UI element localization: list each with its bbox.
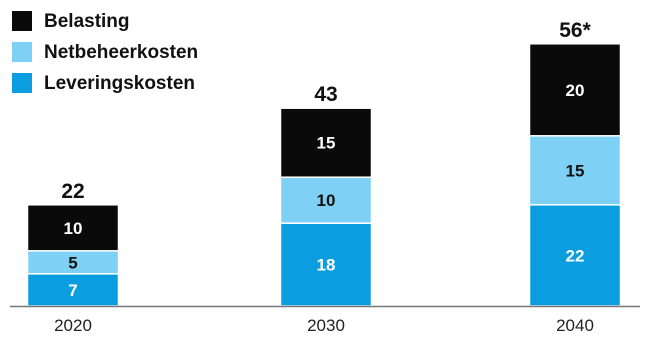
bar-segment-leveringskosten-2020 [26,273,120,307]
bar-segment-netbeheerkosten-2040 [528,135,622,206]
bar-total-label: 22 [61,180,84,203]
legend-swatch [12,11,32,31]
segment-value-label: 20 [566,81,585,100]
legend-label: Belasting [44,11,130,32]
bar-total-label: 43 [314,83,337,106]
x-tick-label: 2030 [307,316,345,335]
legend: Belasting Netbeheerkosten Leveringskosten [12,11,198,94]
x-tick-label: 2020 [54,316,92,335]
segment-value-label: 7 [68,281,77,300]
legend-swatch [12,73,32,93]
bar-segment-belasting-2020 [26,204,120,252]
segment-value-label: 22 [566,246,585,265]
segment-value-label: 18 [317,256,336,275]
legend-label: Netbeheerkosten [44,42,198,63]
bar-segment-leveringskosten-2030 [279,222,373,307]
segment-value-label: 10 [317,191,336,210]
x-axis-tick-labels: 2020 2030 2040 [54,316,594,335]
x-tick-label: 2040 [556,316,594,335]
bars [26,43,622,307]
data-labels: 7 5 10 22 18 10 15 43 22 15 20 56* [61,19,591,300]
segment-value-label: 15 [566,161,585,180]
segment-value-label: 15 [317,134,336,153]
bar-segment-netbeheerkosten-2030 [279,176,373,224]
segment-value-label: 5 [68,253,77,272]
bar-segment-belasting-2030 [279,107,373,178]
bar-segment-belasting-2040 [528,43,622,137]
legend-label: Leveringskosten [44,73,195,94]
bar-total-label: 56* [559,19,591,42]
segment-value-label: 10 [64,219,83,238]
legend-swatch [12,42,32,62]
